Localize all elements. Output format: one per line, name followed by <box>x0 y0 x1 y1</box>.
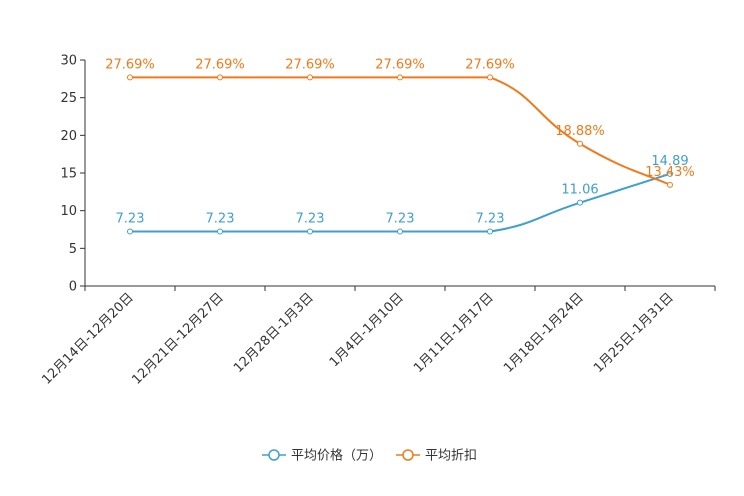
data-label: 27.69% <box>375 57 425 72</box>
data-label: 13.43% <box>645 165 695 180</box>
data-point[interactable] <box>127 228 133 235</box>
data-label: 7.23 <box>296 212 325 227</box>
data-point[interactable] <box>397 74 403 81</box>
y-tick-label: 5 <box>69 242 77 257</box>
legend-label: 平均折扣 <box>425 449 477 464</box>
legend-marker <box>402 449 414 461</box>
data-label: 7.23 <box>386 212 415 227</box>
data-point[interactable] <box>307 228 313 235</box>
legend[interactable]: 平均价格（万） 平均折扣 <box>262 448 477 464</box>
data-point[interactable] <box>307 74 313 81</box>
x-tick-label: 1月4日-1月10日 <box>327 290 407 370</box>
legend-label: 平均价格（万） <box>291 448 382 464</box>
data-point[interactable] <box>577 140 583 147</box>
data-point[interactable] <box>127 74 133 81</box>
data-label: 7.23 <box>476 212 505 227</box>
y-tick-label: 25 <box>60 91 77 106</box>
data-label: 18.88% <box>555 124 605 139</box>
y-axis: 0 5 10 15 20 25 30 <box>60 54 86 295</box>
data-label: 11.06 <box>561 183 598 198</box>
data-point[interactable] <box>397 228 403 235</box>
data-point[interactable] <box>577 199 583 206</box>
data-point[interactable] <box>487 74 493 81</box>
legend-item-1[interactable]: 平均价格（万） <box>262 448 382 464</box>
y-tick-label: 15 <box>60 167 77 182</box>
x-tick-label: 12月28日-1月3日 <box>231 290 317 376</box>
x-tick-label: 12月14日-12月20日 <box>39 290 136 387</box>
legend-marker <box>268 449 280 461</box>
data-label: 27.69% <box>195 57 245 72</box>
x-tick-label: 1月25日-1月31日 <box>591 290 677 376</box>
data-label: 7.23 <box>116 212 145 227</box>
data-label: 14.89 <box>651 154 688 169</box>
data-point[interactable] <box>667 170 673 177</box>
data-point[interactable] <box>217 228 223 235</box>
data-point[interactable] <box>217 74 223 81</box>
x-tick-label: 12月21日-12月27日 <box>129 290 226 387</box>
data-label: 27.69% <box>465 57 515 72</box>
x-tick-label: 1月18日-1月24日 <box>501 290 587 376</box>
series-1: 7.23 7.23 7.23 7.23 7.23 11.06 14.89 <box>116 154 689 235</box>
y-tick-label: 0 <box>69 280 77 295</box>
y-tick-label: 30 <box>60 54 77 69</box>
data-label: 27.69% <box>285 57 335 72</box>
data-point[interactable] <box>667 181 673 188</box>
x-tick-label: 1月11日-1月17日 <box>411 290 497 376</box>
y-tick-label: 20 <box>60 129 77 144</box>
data-label: 7.23 <box>206 212 235 227</box>
series-2: 27.69% 27.69% 27.69% 27.69% 27.69% 18.88% 13.4… <box>105 57 695 188</box>
data-point[interactable] <box>487 228 493 235</box>
y-tick-label: 10 <box>60 204 77 219</box>
data-label: 27.69% <box>105 57 155 72</box>
legend-item-2[interactable]: 平均折扣 <box>396 449 477 464</box>
